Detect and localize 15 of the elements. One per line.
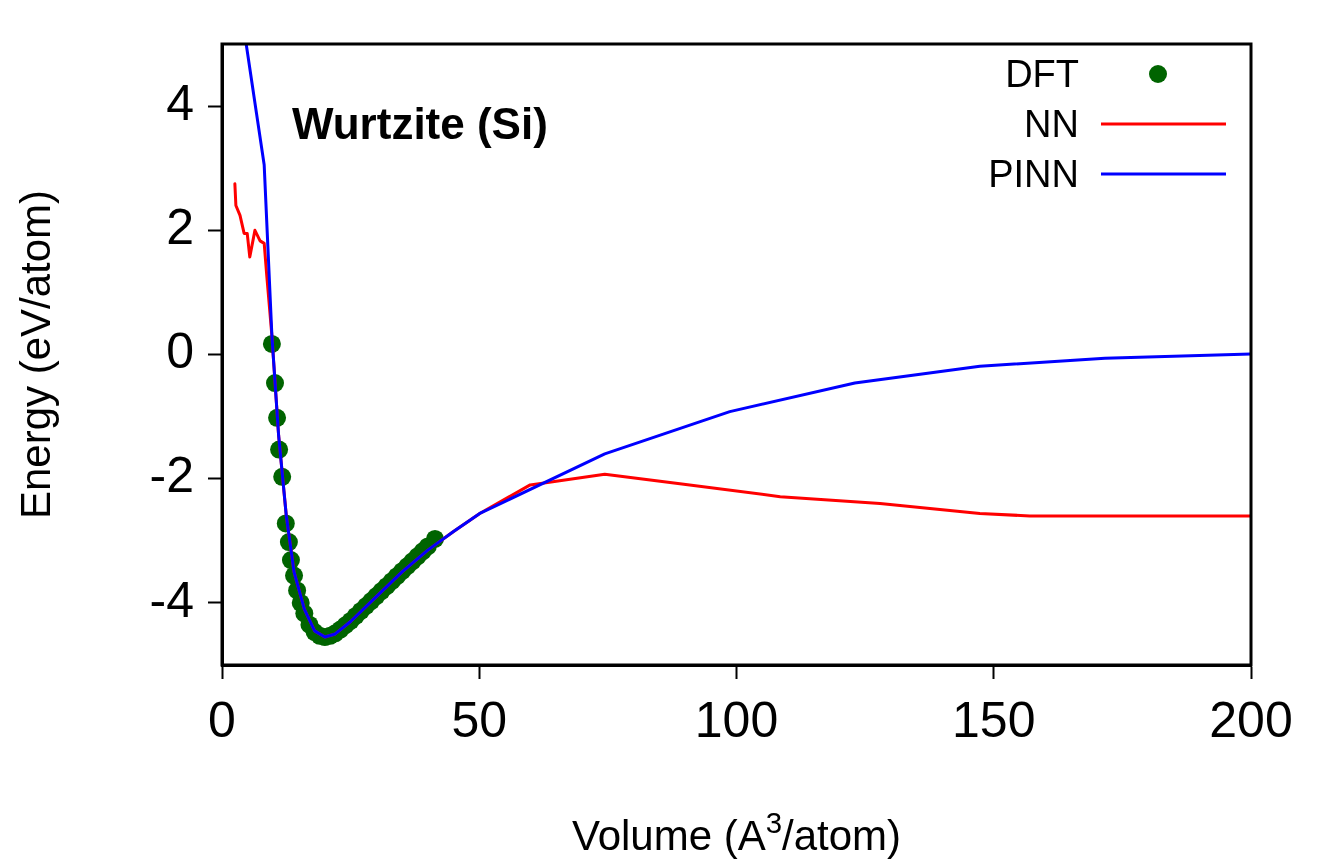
y-tick-label: 4: [166, 74, 194, 131]
x-tick-label: 0: [208, 691, 236, 748]
y-axis-title: Energy (eV/atom): [12, 189, 59, 520]
legend-label: DFT: [1005, 53, 1079, 95]
y-tick-label: 2: [166, 199, 194, 256]
y-tick-label: -4: [149, 571, 194, 628]
x-tick-label: 150: [952, 691, 1036, 748]
y-tick-label: 0: [166, 323, 194, 380]
x-tick-label: 50: [451, 691, 508, 748]
x-tick-label: 200: [1209, 691, 1293, 748]
x-tick-label: 100: [694, 691, 779, 748]
legend-label: NN: [1024, 103, 1079, 145]
text: Wurtzite (Si): [292, 99, 548, 148]
legend-label: PINN: [988, 153, 1079, 195]
y-tick-label: -2: [149, 447, 194, 504]
